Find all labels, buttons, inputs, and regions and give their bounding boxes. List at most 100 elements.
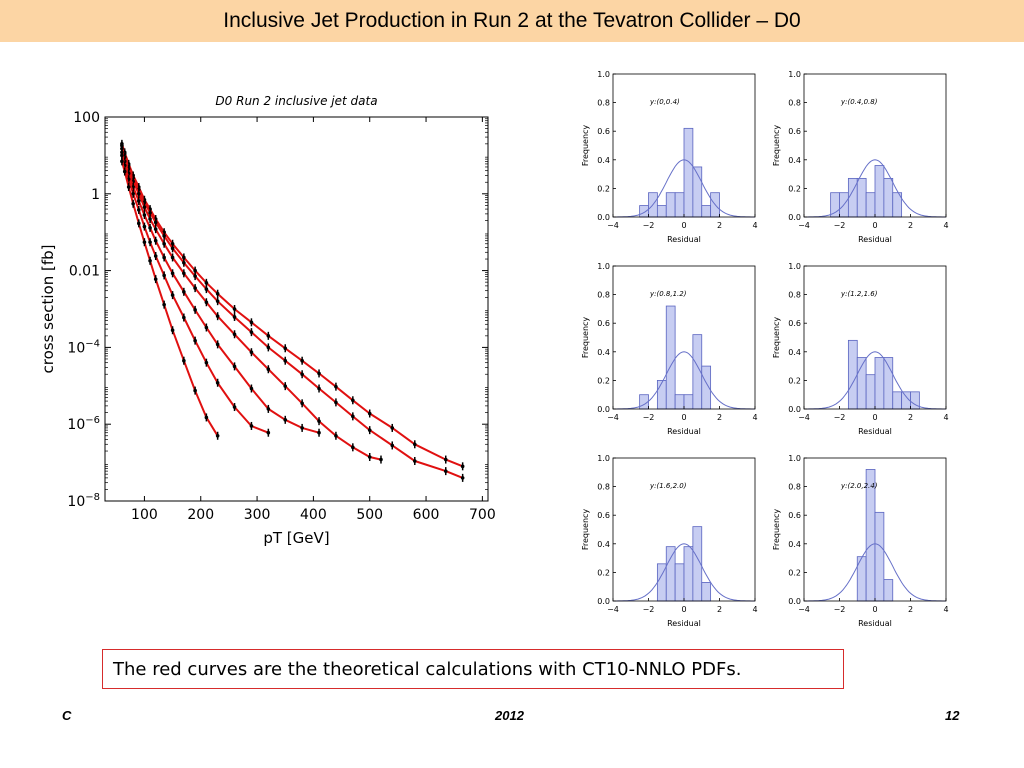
data-point (204, 360, 209, 365)
chart-title: D0 Run 2 inclusive jet data (215, 94, 377, 108)
data-point (193, 388, 197, 393)
data-point (367, 411, 372, 416)
histogram-bar (874, 165, 885, 218)
data-point (317, 419, 321, 423)
histogram-bar (701, 205, 712, 218)
histogram-panel: −4 −2 0 2 4 0.0 0.2 0.4 0.6 0.8 1.0 Residual Frequen… (581, 454, 758, 628)
y-tick-label: 0.8 (597, 99, 610, 108)
y-tick-base: 0.01 (69, 264, 100, 280)
data-point (283, 418, 288, 422)
histogram-title: y:(0.4,0.8) (840, 98, 878, 106)
x-tick-label: 2 (717, 413, 722, 422)
histogram-bar (883, 579, 894, 602)
x-tick-label: −2 (643, 413, 655, 422)
data-point (460, 464, 465, 469)
histogram-bar (656, 205, 667, 218)
gaussian-curve (613, 159, 755, 218)
histogram-frame (612, 265, 756, 410)
x-tick-label: 4 (752, 413, 757, 422)
y-tick-label: 0.4 (788, 156, 801, 165)
x-tick-label: 4 (752, 221, 757, 230)
y-tick-label: 0.2 (788, 376, 801, 385)
data-point (300, 358, 304, 363)
y-tick-label: 0.2 (597, 568, 610, 577)
x-axis-label: Residual (858, 427, 892, 436)
y-tick-label: 10−6 (67, 415, 100, 433)
y-tick-label: 0.2 (788, 568, 801, 577)
data-point (334, 400, 338, 405)
y-tick-label: 1.0 (788, 262, 801, 271)
data-point (266, 345, 271, 350)
data-point (193, 308, 197, 312)
y-tick-label: 0.6 (788, 127, 801, 136)
histogram-bar (830, 192, 840, 218)
y-tick-exponent: −6 (85, 415, 100, 426)
x-tick-label: 2 (908, 221, 913, 230)
data-point (182, 358, 186, 363)
y-tick-label: 0.4 (597, 156, 610, 165)
data-point (367, 428, 372, 432)
gaussian-curve (804, 159, 946, 218)
data-point (182, 290, 186, 294)
data-point (170, 246, 175, 251)
histogram-title: y:(1.2,1.6) (840, 290, 878, 298)
data-point (148, 211, 152, 215)
y-tick-exponent: −8 (85, 492, 100, 503)
y-axis-label: Frequency (581, 125, 590, 167)
data-point (334, 384, 338, 389)
x-tick-label: 0 (872, 413, 877, 422)
data-point (215, 291, 220, 296)
histogram-panel: −4 −2 0 2 4 0.0 0.2 0.4 0.6 0.8 1.0 Residual Frequen… (772, 70, 949, 244)
data-point (351, 445, 355, 450)
gaussian-curve (613, 543, 755, 602)
y-tick-label: 0.6 (788, 511, 801, 520)
histogram-bar (883, 177, 894, 218)
data-point (153, 277, 158, 281)
residual-histogram-grid: −4 −2 0 2 4 0.0 0.2 0.4 0.6 0.8 1.0 Residual Frequen… (581, 70, 949, 628)
data-point (317, 430, 321, 435)
y-tick-label: 1.0 (788, 70, 801, 79)
y-tick-label: 0.01 (69, 264, 100, 280)
histogram-bar (665, 305, 676, 410)
data-point (153, 227, 158, 231)
data-point (283, 346, 288, 351)
histogram-bar (847, 339, 858, 410)
y-tick-label: 0.0 (788, 597, 801, 606)
caption-text: The red curves are the theoretical calcu… (113, 658, 742, 680)
data-point (215, 314, 220, 318)
data-point (153, 220, 158, 225)
data-point (120, 153, 124, 158)
data-point (131, 192, 135, 196)
y-tick-label: 0.0 (788, 405, 801, 414)
data-point (148, 258, 152, 263)
y-axis-label: Frequency (772, 509, 781, 551)
slide-title: Inclusive Jet Production in Run 2 at the… (223, 9, 801, 32)
y-tick-label: 0.8 (788, 99, 801, 108)
y-axis-label: Frequency (581, 317, 590, 359)
x-tick-label: −4 (607, 413, 619, 422)
y-tick-label: 0.6 (597, 319, 610, 328)
x-tick-label: 2 (717, 605, 722, 614)
data-point (162, 273, 166, 278)
data-point (153, 254, 158, 258)
data-point (300, 372, 304, 377)
data-point (300, 401, 304, 406)
x-tick-label: 4 (943, 413, 948, 422)
histogram-bar (639, 205, 649, 218)
data-point (266, 367, 271, 372)
data-point (249, 424, 254, 428)
theory-curve (120, 143, 464, 468)
data-point (142, 213, 147, 217)
y-tick-label: 0.0 (597, 597, 610, 606)
y-tick-label: 0.0 (788, 213, 801, 222)
x-tick-label: −4 (798, 413, 810, 422)
y-tick-base: 1 (91, 187, 100, 203)
histogram-panel: −4 −2 0 2 4 0.0 0.2 0.4 0.6 0.8 1.0 Residual Frequen… (772, 262, 949, 436)
y-tick-label: 0.2 (788, 184, 801, 193)
data-point (204, 287, 209, 291)
data-point (460, 476, 465, 480)
data-point (412, 459, 417, 463)
y-tick-base: 10 (67, 417, 85, 433)
histogram-bar (674, 394, 685, 410)
x-tick-label: 4 (943, 605, 948, 614)
